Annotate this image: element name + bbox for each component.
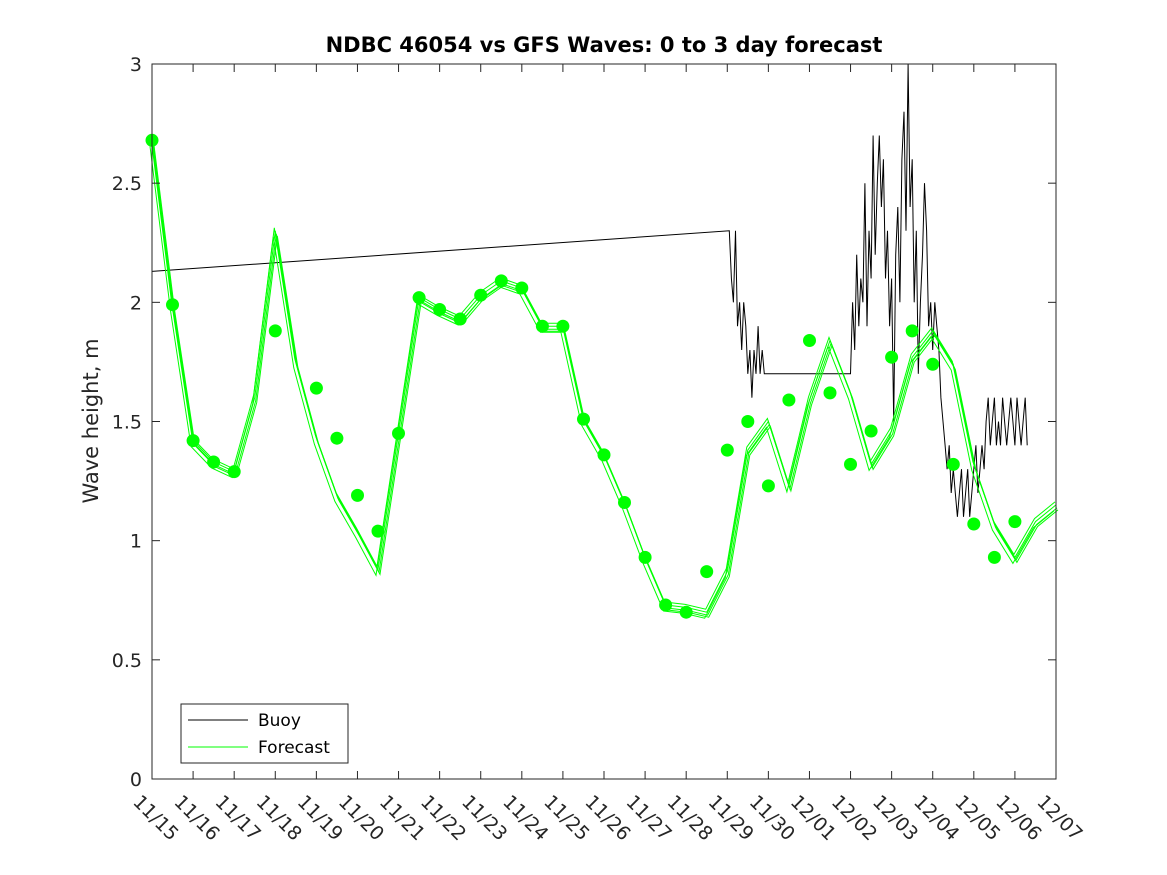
forecast-marker xyxy=(679,605,693,619)
forecast-marker xyxy=(371,524,385,538)
forecast-marker xyxy=(638,550,652,564)
forecast-marker xyxy=(659,598,673,612)
plot-area xyxy=(145,63,1059,619)
forecast-marker xyxy=(227,465,241,479)
chart-title: NDBC 46054 vs GFS Waves: 0 to 3 day fore… xyxy=(326,33,883,57)
forecast-marker xyxy=(987,550,1001,564)
forecast-marker xyxy=(844,457,857,471)
forecast-marker xyxy=(782,393,796,407)
legend-box xyxy=(180,703,349,764)
y-tick-label: 0.5 xyxy=(112,650,142,672)
buoy-series-line xyxy=(151,63,1028,517)
forecast-marker xyxy=(166,298,179,312)
y-axis: 0 0.5 1 1.5 2 2.5 3 xyxy=(112,54,1056,791)
forecast-marker xyxy=(967,517,981,531)
forecast-marker xyxy=(494,274,508,288)
forecast-marker xyxy=(803,334,816,347)
forecast-marker xyxy=(207,455,221,469)
forecast-marker xyxy=(392,426,405,440)
forecast-marker xyxy=(515,281,529,295)
y-tick-label: 1.5 xyxy=(112,412,142,434)
forecast-marker xyxy=(946,457,960,471)
legend: Buoy Forecast xyxy=(180,703,349,764)
forecast-marker xyxy=(330,431,344,445)
forecast-marker xyxy=(864,424,878,438)
y-tick-label: 1 xyxy=(130,531,142,553)
forecast-marker xyxy=(618,496,631,509)
y-tick-label: 2 xyxy=(130,292,142,314)
forecast-marker xyxy=(433,303,447,316)
forecast-marker xyxy=(535,319,549,333)
forecast-marker xyxy=(186,434,200,448)
forecast-marker xyxy=(885,350,899,364)
forecast-marker xyxy=(556,319,570,333)
y-tick-label: 0 xyxy=(130,769,142,791)
forecast-marker xyxy=(1008,515,1022,529)
y-tick-label: 3 xyxy=(130,54,142,76)
y-axis-label: Wave height, m xyxy=(79,338,103,503)
forecast-marker xyxy=(700,565,714,579)
forecast-marker xyxy=(453,312,467,326)
forecast-marker xyxy=(905,324,919,338)
forecast-marker xyxy=(720,443,734,457)
forecast-marker xyxy=(412,291,426,305)
legend-forecast-label: Forecast xyxy=(258,738,330,758)
forecast-marker xyxy=(577,412,590,426)
forecast-marker xyxy=(761,479,775,493)
forecast-marker xyxy=(597,448,611,462)
forecast-marker xyxy=(741,415,755,428)
y-tick-label: 2.5 xyxy=(112,173,142,195)
forecast-marker xyxy=(351,488,364,502)
legend-buoy-label: Buoy xyxy=(258,711,301,731)
forecast-marker xyxy=(474,288,488,302)
forecast-marker xyxy=(309,381,323,395)
forecast-marker xyxy=(823,386,837,400)
forecast-marker xyxy=(268,324,282,338)
forecast-marker xyxy=(926,357,940,371)
